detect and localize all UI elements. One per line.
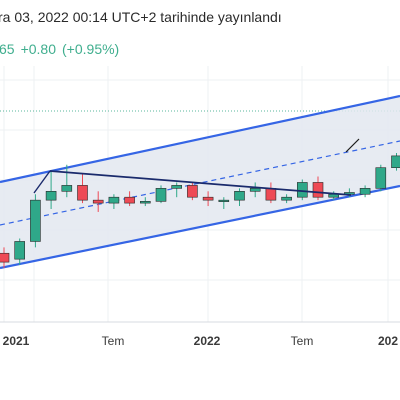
candle-body bbox=[296, 182, 308, 198]
candle bbox=[124, 191, 135, 207]
price-change: +0.80 bbox=[20, 41, 57, 57]
candle bbox=[30, 194, 41, 248]
candle-body bbox=[155, 188, 167, 202]
candle-body bbox=[77, 185, 88, 201]
candle bbox=[108, 194, 120, 209]
x-tick-label: Tem bbox=[102, 334, 125, 348]
candle-body bbox=[61, 185, 73, 192]
candle bbox=[312, 176, 324, 201]
candle bbox=[155, 185, 167, 204]
candle-body bbox=[202, 196, 214, 201]
candle bbox=[0, 247, 10, 268]
candle-body bbox=[108, 196, 120, 204]
trend-line-start-segment bbox=[33, 170, 51, 194]
candle bbox=[202, 191, 214, 207]
candle bbox=[187, 182, 198, 201]
candle-body bbox=[265, 188, 277, 201]
candle bbox=[171, 182, 182, 198]
published-timestamp: ra 03, 2022 00:14 UTC+2 tarihinde yayınl… bbox=[0, 9, 282, 25]
x-axis: 2021 Tem 2022 Tem 202 bbox=[3, 334, 399, 348]
candle-body bbox=[391, 155, 400, 168]
candle-body bbox=[171, 185, 182, 189]
candle bbox=[296, 179, 308, 201]
candle-body bbox=[234, 191, 245, 201]
candle-body bbox=[187, 185, 198, 198]
candle-body bbox=[45, 191, 57, 201]
candle-body bbox=[375, 167, 387, 189]
candle bbox=[218, 197, 230, 209]
last-price-fragment: 65 bbox=[0, 41, 15, 57]
breakout-mark bbox=[345, 138, 360, 153]
candle bbox=[77, 173, 88, 204]
candle-body bbox=[359, 188, 371, 195]
candle-body bbox=[14, 241, 25, 260]
candle-body bbox=[312, 182, 324, 198]
candle bbox=[140, 197, 151, 207]
candle bbox=[249, 182, 261, 198]
candle bbox=[375, 164, 387, 192]
price-change-readout: 65 +0.80 (+0.95%) bbox=[0, 41, 125, 57]
candle bbox=[359, 185, 371, 198]
x-tick-label: 2021 bbox=[3, 334, 30, 348]
price-change-percent: (+0.95%) bbox=[62, 41, 120, 57]
x-tick-label: 2022 bbox=[194, 334, 221, 348]
channel-drawing[interactable] bbox=[0, 94, 400, 270]
trend-line bbox=[49, 170, 352, 196]
candle bbox=[391, 152, 400, 171]
candle-body bbox=[218, 199, 230, 202]
x-tick-label: 202 bbox=[378, 334, 398, 348]
candles-layer bbox=[0, 152, 400, 268]
candle-body bbox=[0, 252, 10, 263]
candle bbox=[92, 191, 104, 212]
candle bbox=[14, 238, 25, 266]
candle-body bbox=[249, 188, 261, 192]
candle-body bbox=[281, 196, 292, 201]
candle bbox=[281, 194, 292, 204]
candle-body bbox=[140, 201, 151, 204]
candle bbox=[234, 188, 245, 207]
candle bbox=[61, 164, 73, 198]
x-tick-label: Tem bbox=[291, 334, 314, 348]
candle-body bbox=[92, 199, 104, 204]
candle-body bbox=[124, 196, 135, 204]
channel-fill bbox=[0, 96, 400, 268]
candle bbox=[45, 170, 57, 209]
trendline-drawing[interactable] bbox=[33, 138, 360, 196]
candle-body bbox=[30, 199, 41, 242]
